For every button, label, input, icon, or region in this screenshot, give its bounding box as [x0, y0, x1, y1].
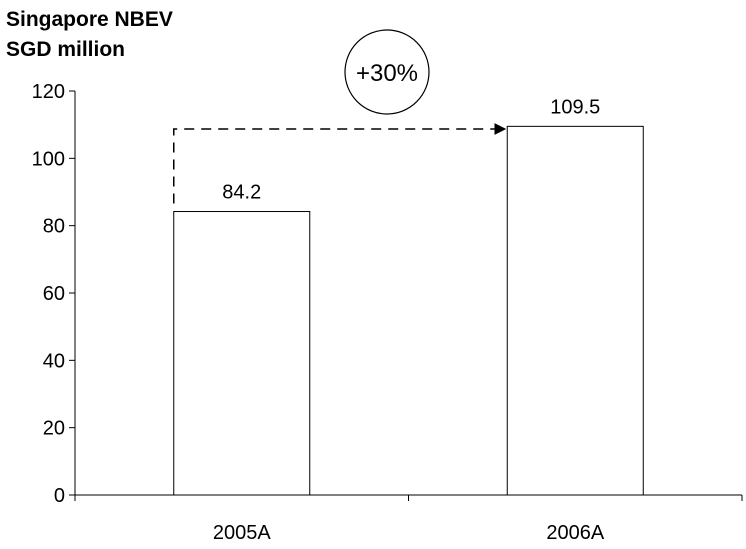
chart-title: Singapore NBEV [6, 8, 173, 31]
y-tick-label: 40 [43, 350, 65, 372]
bar [173, 211, 311, 496]
bar [506, 125, 644, 496]
y-axis: 0 20 40 60 80 100 120 [32, 81, 76, 507]
growth-label: +30% [356, 60, 418, 87]
growth-circle [344, 29, 430, 115]
x-axis: 2005A 2006A [74, 494, 743, 544]
growth-arrow [173, 123, 507, 204]
x-tick-label: 2005A [213, 522, 271, 544]
data-label: 109.5 [550, 96, 600, 118]
y-tick-label: 60 [43, 283, 65, 305]
data-label: 84.2 [222, 182, 261, 204]
growth-annotation: +30% [173, 29, 507, 204]
y-tick-label: 80 [43, 216, 65, 238]
y-tick-label: 100 [32, 148, 65, 170]
chart-subtitle: SGD million [6, 38, 126, 61]
y-tick-label: 120 [32, 81, 65, 103]
bars [173, 125, 644, 496]
data-labels: 84.2 109.5 [222, 96, 600, 203]
y-tick-label: 20 [43, 418, 65, 440]
x-tick-label: 2006A [546, 522, 604, 544]
y-tick-label: 0 [54, 485, 65, 507]
